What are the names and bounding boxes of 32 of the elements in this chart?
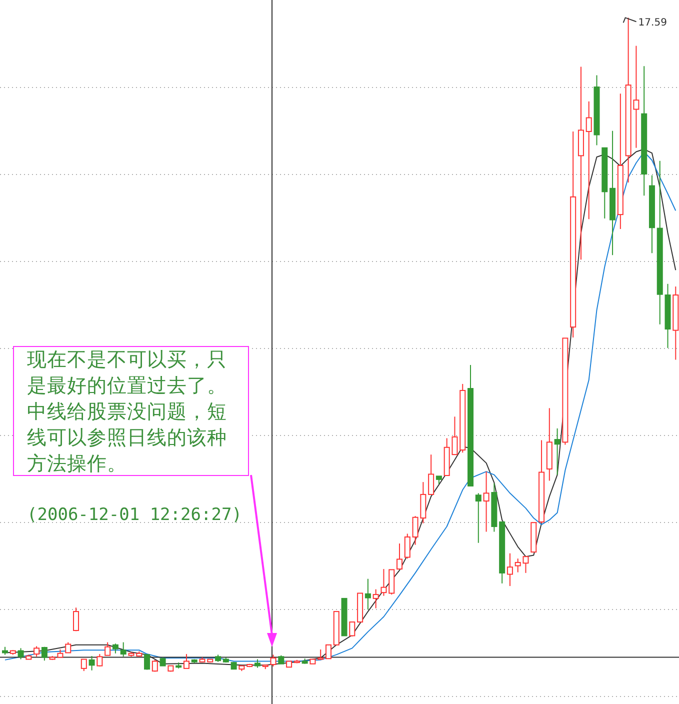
- candlestick: [65, 642, 72, 654]
- candlestick: [404, 533, 410, 560]
- candlestick: [96, 654, 103, 667]
- candlestick: [483, 471, 490, 532]
- candlestick: [270, 654, 276, 667]
- candlestick: [396, 543, 402, 570]
- candlestick: [318, 648, 324, 660]
- candlestick: [73, 607, 80, 632]
- candlestick: [372, 588, 379, 609]
- candlestick: [183, 654, 190, 669]
- candlestick: [104, 642, 111, 656]
- candlestick: [325, 644, 332, 660]
- candlestick: [112, 643, 118, 654]
- annotation: 现在不是不可以买，只是最好的位置过去了。中线给股票没问题，短线可以参照日线的该种方法操作。: [13, 346, 249, 476]
- candlestick: [144, 654, 150, 670]
- candlestick: [586, 100, 592, 220]
- candlestick: [41, 646, 48, 662]
- candlestick: [120, 642, 126, 658]
- candlestick: [18, 648, 24, 660]
- annotation: (2006-12-01 12:26:27): [27, 505, 242, 525]
- candlestick: [349, 621, 356, 637]
- annotation: 17.59: [638, 18, 667, 29]
- candlestick: [388, 569, 395, 596]
- candlestick: [88, 656, 95, 671]
- candlestick: [428, 454, 434, 495]
- candlestick: [506, 552, 513, 587]
- candlestick: [364, 578, 371, 610]
- candlestick: [380, 568, 387, 596]
- candlestick: [34, 646, 40, 658]
- candlestick: [80, 658, 87, 672]
- candlestick: [475, 492, 482, 544]
- candlestick: [554, 428, 560, 476]
